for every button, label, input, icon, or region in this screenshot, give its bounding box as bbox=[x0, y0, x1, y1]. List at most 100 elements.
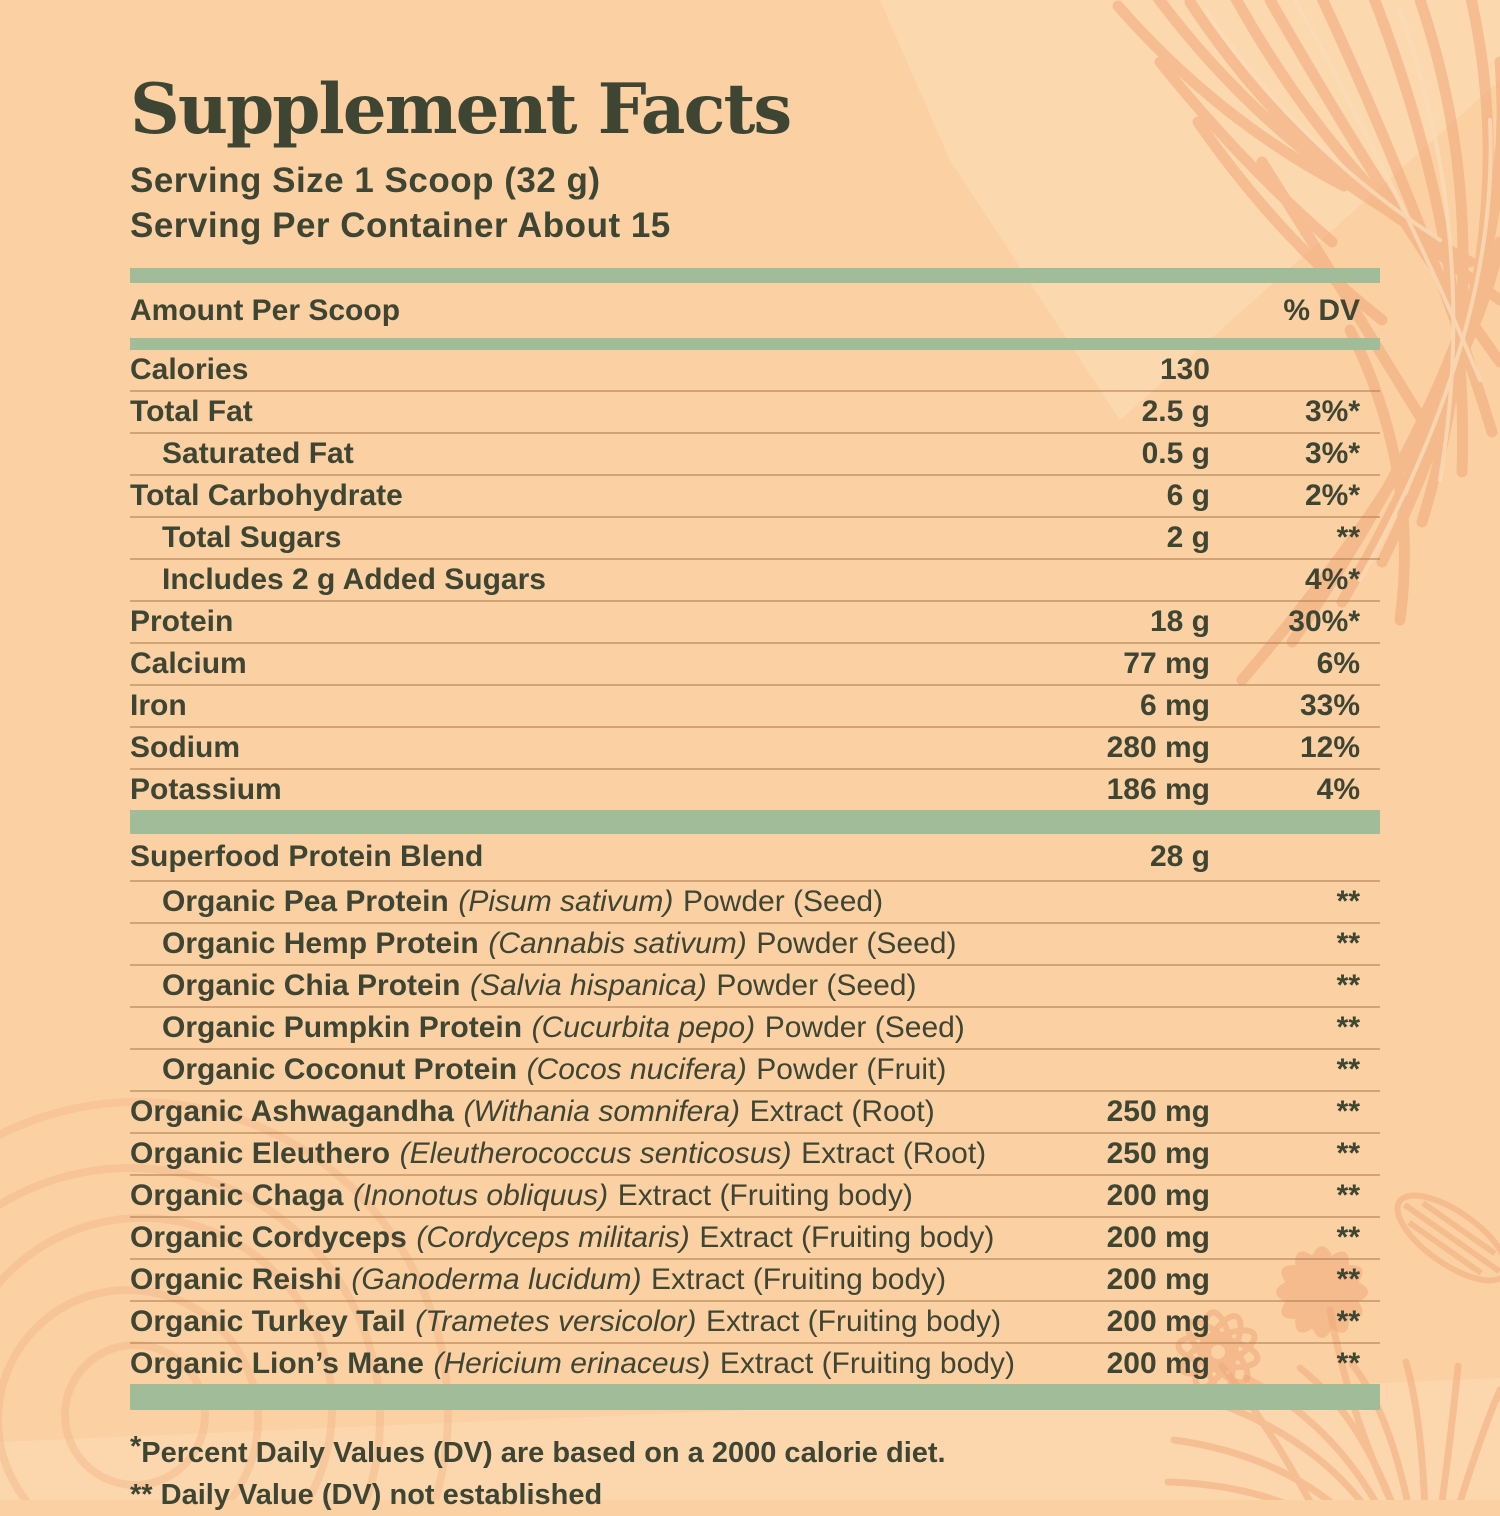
nutrient-dv: 33% bbox=[1299, 689, 1360, 722]
ingredient-amount: 200 mg bbox=[1106, 1347, 1210, 1380]
ingredient-label: Organic Pea Protein (Pisum sativum) Powder… bbox=[130, 885, 1080, 919]
floral-decoration-bottom-right bbox=[1164, 1192, 1500, 1500]
ingredient-dv: ** bbox=[1336, 1263, 1360, 1296]
ingredient-amount: 250 mg bbox=[1106, 1095, 1210, 1128]
nutrient-dv: 4% bbox=[1316, 773, 1360, 806]
nutrient-dv: ** bbox=[1336, 521, 1360, 554]
nutrient-dv: 3%* bbox=[1304, 395, 1360, 428]
table-row-lions-mane: Organic Lion’s Mane (Hericium erinaceus) E… bbox=[130, 1344, 1380, 1384]
nutrient-amount: 0.5 g bbox=[1141, 437, 1210, 470]
nutrient-amount: 18 g bbox=[1149, 605, 1210, 638]
ingredient-name: Organic Ashwagandha bbox=[130, 1095, 454, 1128]
ingredient-latin-name: (Ganoderma lucidum) bbox=[351, 1263, 642, 1296]
nutrient-label: Potassium bbox=[130, 773, 282, 806]
table-row-total-fat: Total Fat 2.5 g 3%* bbox=[130, 392, 1380, 434]
serving-size-text: Serving Size 1 Scoop (32 g) bbox=[130, 161, 601, 200]
table-row-coconut-protein: Organic Coconut Protein (Cocos nucifera) P… bbox=[130, 1050, 1380, 1092]
ingredient-label: Organic Hemp Protein (Cannabis sativum) Po… bbox=[130, 927, 1080, 961]
ingredient-latin-name: (Cucurbita pepo) bbox=[531, 1011, 756, 1044]
ingredient-label: Organic Lion’s Mane (Hericium erinaceus) E… bbox=[130, 1347, 1080, 1381]
table-row-total-carbohydrate: Total Carbohydrate 6 g 2%* bbox=[130, 476, 1380, 518]
nutrient-rows: Calories 130 Total Fat 2.5 g 3%* Saturat… bbox=[130, 350, 1380, 810]
ingredient-latin-name: (Withania somnifera) bbox=[463, 1095, 741, 1128]
nutrient-dv: 4%* bbox=[1304, 563, 1360, 596]
table-row-superfood-protein-blend: Superfood Protein Blend 28 g bbox=[130, 834, 1380, 882]
footnote-dv-basis: *Percent Daily Values (DV) are based on … bbox=[130, 1432, 1380, 1474]
ingredient-desc: Powder (Seed) bbox=[764, 1011, 965, 1044]
nutrient-dv: 2%* bbox=[1304, 479, 1360, 512]
nutrient-amount: 280 mg bbox=[1106, 731, 1210, 764]
ingredient-name: Organic Eleuthero bbox=[130, 1137, 391, 1170]
nutrient-label: Calories bbox=[130, 353, 249, 386]
ingredient-dv: ** bbox=[1336, 1221, 1360, 1254]
nutrient-dv: 6% bbox=[1316, 647, 1360, 680]
ingredient-amount: 200 mg bbox=[1106, 1263, 1210, 1296]
table-row-iron: Iron 6 mg 33% bbox=[130, 686, 1380, 728]
table-row-reishi: Organic Reishi (Ganoderma lucidum) Extract… bbox=[130, 1260, 1380, 1302]
ingredient-dv: ** bbox=[1336, 1011, 1360, 1044]
nutrient-label: Calcium bbox=[130, 647, 247, 680]
ingredient-name: Organic Chaga bbox=[130, 1179, 344, 1212]
ingredient-name: Organic Coconut Protein bbox=[162, 1053, 518, 1086]
table-row-ashwagandha: Organic Ashwagandha (Withania somnifera) E… bbox=[130, 1092, 1380, 1134]
ingredient-latin-name: (Salvia hispanica) bbox=[469, 969, 707, 1002]
ingredient-dv: ** bbox=[1336, 1179, 1360, 1212]
blend-amount: 28 g bbox=[1149, 840, 1210, 873]
ingredient-name: Organic Pumpkin Protein bbox=[162, 1011, 523, 1044]
divider-bar-header bbox=[130, 338, 1380, 350]
table-row-cordyceps: Organic Cordyceps (Cordyceps militaris) Ex… bbox=[130, 1218, 1380, 1260]
table-row-sodium: Sodium 280 mg 12% bbox=[130, 728, 1380, 770]
divider-bar-middle bbox=[130, 810, 1380, 834]
blend-label: Superfood Protein Blend bbox=[130, 840, 484, 873]
table-row-saturated-fat: Saturated Fat 0.5 g 3%* bbox=[130, 434, 1380, 476]
ingredient-name: Organic Chia Protein bbox=[162, 969, 461, 1002]
ingredient-dv: ** bbox=[1336, 1305, 1360, 1338]
ingredient-label: Organic Reishi (Ganoderma lucidum) Extract… bbox=[130, 1263, 1080, 1297]
ingredient-dv: ** bbox=[1336, 1053, 1360, 1086]
table-header-row: Amount Per Scoop % DV bbox=[130, 283, 1380, 338]
nutrient-dv: 12% bbox=[1299, 731, 1360, 764]
nutrient-amount: 6 g bbox=[1166, 479, 1210, 512]
ingredient-name: Organic Pea Protein bbox=[162, 885, 449, 918]
nutrient-amount: 130 bbox=[1159, 353, 1210, 386]
nutrient-label: Iron bbox=[130, 689, 187, 722]
ingredient-label: Organic Ashwagandha (Withania somnifera) E… bbox=[130, 1095, 1080, 1129]
table-row-chaga: Organic Chaga (Inonotus obliquus) Extract … bbox=[130, 1176, 1380, 1218]
ingredient-latin-name: (Cannabis sativum) bbox=[488, 927, 747, 960]
ingredient-amount: 200 mg bbox=[1106, 1179, 1210, 1212]
ingredient-label: Organic Cordyceps (Cordyceps militaris) Ex… bbox=[130, 1221, 1080, 1255]
nutrient-label: Total Sugars bbox=[162, 521, 342, 554]
nutrient-label: Protein bbox=[130, 605, 234, 638]
ingredient-label: Organic Coconut Protein (Cocos nucifera) P… bbox=[130, 1053, 1080, 1087]
ingredient-latin-name: (Pisum sativum) bbox=[458, 885, 674, 918]
ingredient-desc: Powder (Fruit) bbox=[756, 1053, 947, 1086]
nutrient-amount: 77 mg bbox=[1123, 647, 1210, 680]
nutrient-label: Saturated Fat bbox=[162, 437, 354, 470]
ingredient-desc: Extract (Root) bbox=[749, 1095, 935, 1128]
botanical-highlight-strokes bbox=[1203, 0, 1493, 582]
table-row-potassium: Potassium 186 mg 4% bbox=[130, 770, 1380, 810]
nutrient-amount: 2.5 g bbox=[1141, 395, 1210, 428]
column-header-dv: % DV bbox=[1283, 293, 1360, 327]
ingredient-name: Organic Turkey Tail bbox=[130, 1305, 406, 1338]
ingredient-dv: ** bbox=[1336, 1137, 1360, 1170]
nutrient-label: Total Carbohydrate bbox=[130, 479, 403, 512]
ingredient-amount: 200 mg bbox=[1106, 1305, 1210, 1338]
nutrient-label: Total Fat bbox=[130, 395, 253, 428]
table-row-total-sugars: Total Sugars 2 g ** bbox=[130, 518, 1380, 560]
serving-info: Serving Size 1 Scoop (32 g) Serving Per … bbox=[130, 158, 1380, 248]
ingredient-desc: Extract (Fruiting body) bbox=[699, 1221, 995, 1254]
ingredient-desc: Extract (Fruiting body) bbox=[617, 1179, 913, 1212]
column-header-amount: Amount Per Scoop bbox=[130, 293, 401, 327]
ingredient-desc: Extract (Root) bbox=[801, 1137, 987, 1170]
ingredient-latin-name: (Cordyceps militaris) bbox=[416, 1221, 690, 1254]
table-row-turkey-tail: Organic Turkey Tail (Trametes versicolor)… bbox=[130, 1302, 1380, 1344]
divider-bar-top bbox=[130, 268, 1380, 283]
ingredient-label: Organic Chia Protein (Salvia hispanica) Po… bbox=[130, 969, 1080, 1003]
nutrient-dv: 30%* bbox=[1288, 605, 1360, 638]
footnote-asterisk: * bbox=[130, 1431, 142, 1463]
ingredient-label: Organic Chaga (Inonotus obliquus) Extract … bbox=[130, 1179, 1080, 1213]
ingredient-amount: 200 mg bbox=[1106, 1221, 1210, 1254]
ingredient-desc: Extract (Fruiting body) bbox=[651, 1263, 947, 1296]
